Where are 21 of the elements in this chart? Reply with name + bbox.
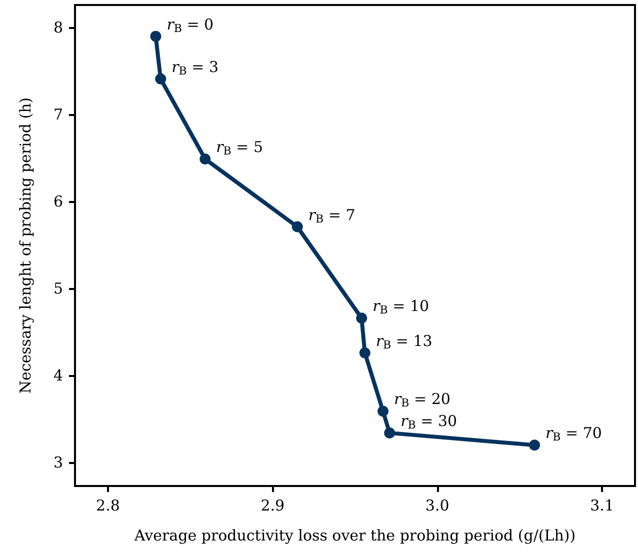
point	[150, 30, 162, 42]
x-tick-label: 3.1	[590, 496, 614, 514]
y-axis-title: Necessary lenght of probing period (h)	[16, 97, 34, 394]
y-tick-label: 6	[53, 192, 63, 211]
point	[378, 406, 388, 417]
point	[384, 427, 396, 438]
x-axis-title: Average productivity loss over the probing period (g/(Lh))	[133, 526, 576, 544]
point	[359, 347, 370, 358]
point	[529, 440, 540, 451]
x-tick-label: 2.8	[96, 496, 120, 514]
y-tick-label: 5	[53, 280, 63, 298]
y-tick-label: 7	[53, 106, 63, 124]
y-tick-label: 4	[53, 366, 63, 385]
point	[356, 312, 368, 324]
point	[155, 73, 166, 84]
point	[292, 221, 303, 232]
y-tick-label: 8	[53, 18, 63, 37]
point	[200, 153, 211, 164]
x-tick-label: 3.0	[425, 496, 450, 514]
x-tick-label: 2.9	[260, 496, 285, 514]
y-tick-label: 3	[53, 454, 63, 472]
